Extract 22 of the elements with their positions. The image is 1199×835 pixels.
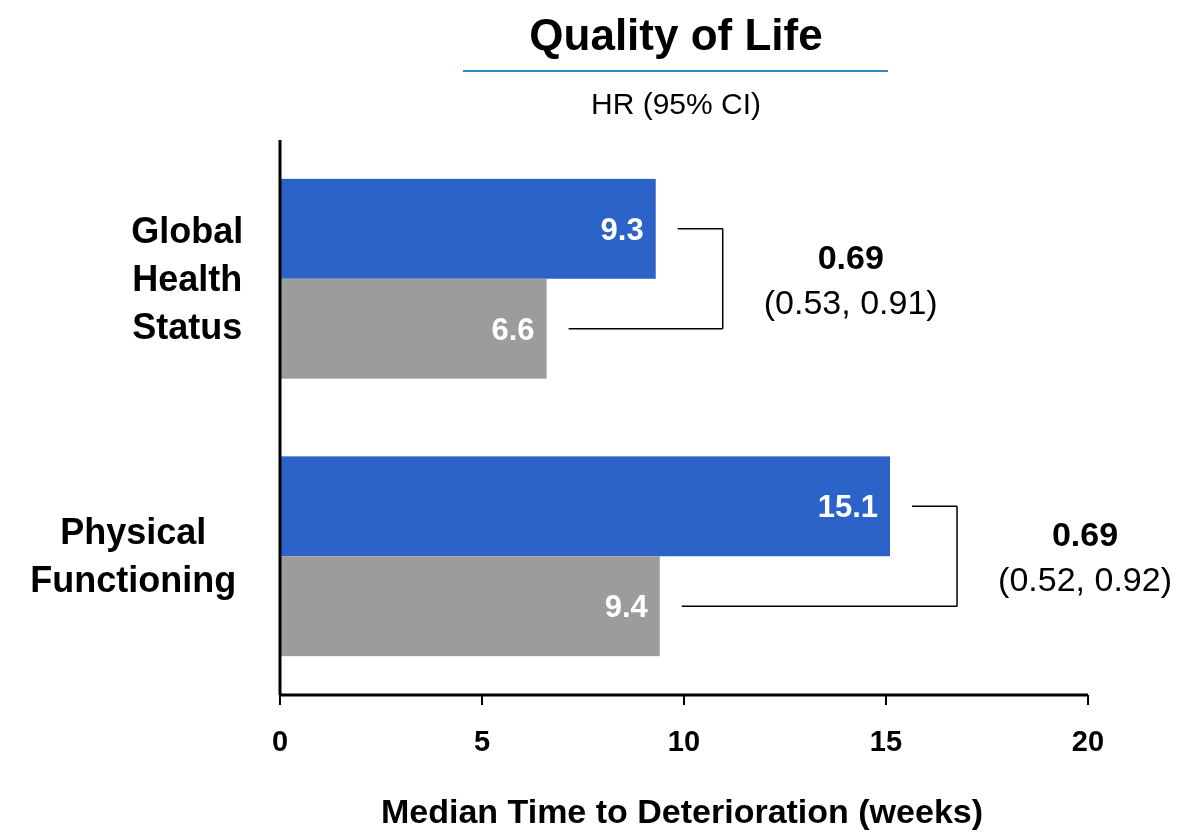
data-label: 9.4 xyxy=(604,589,649,625)
annotation: (0.53, 0.91) xyxy=(763,282,938,321)
y-tick-label: Physical Functioning xyxy=(30,511,237,601)
data-label: 15.1 xyxy=(817,489,879,525)
x-tick-label: 5 xyxy=(473,725,491,757)
x-tick-label: 20 xyxy=(1071,725,1105,757)
annotation: 0.69 xyxy=(817,237,884,276)
chart-subtitle: HR (95% CI) xyxy=(590,87,762,120)
x-tick-label: 0 xyxy=(271,725,289,757)
annotation: 0.69 xyxy=(1051,515,1119,554)
x-axis-title: Median Time to Deterioration (weeks) xyxy=(380,792,984,830)
x-tick-label: 10 xyxy=(667,725,701,757)
bar xyxy=(280,556,660,657)
x-tick-label: 15 xyxy=(869,725,903,757)
bar xyxy=(280,178,656,279)
chart-title: Quality of Life xyxy=(529,10,823,59)
y-tick-label: Global Health Status xyxy=(131,209,244,347)
data-label: 9.3 xyxy=(600,211,644,247)
bar xyxy=(280,278,547,379)
bar xyxy=(280,456,891,557)
data-label: 6.6 xyxy=(491,311,535,347)
annotation: (0.52, 0.92) xyxy=(998,560,1172,599)
